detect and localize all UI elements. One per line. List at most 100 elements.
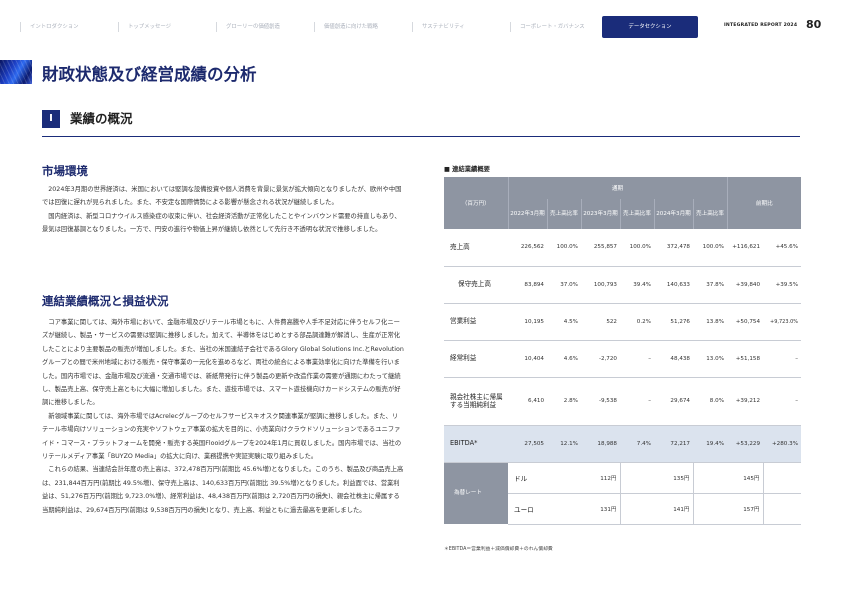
table-cell: 522 — [581, 303, 620, 341]
table-cell: 141円 — [619, 493, 693, 525]
currency-label: ドル — [508, 462, 547, 494]
table-cell: 37.8% — [693, 266, 728, 304]
table-cell: 372,478 — [654, 229, 693, 267]
page-title: 財政状態及び経営成績の分析 — [42, 65, 257, 84]
market-paragraph: 2024年3月期の世界経済は、米国においては堅調な設備投資や個人消費を背景に景気… — [42, 186, 402, 207]
table-cell: -9,538 — [581, 377, 620, 426]
section-title: 業績の概況 — [70, 111, 133, 126]
row-label: 営業利益 — [444, 303, 508, 341]
table-cell: 10,404 — [508, 340, 547, 378]
section-divider — [42, 136, 800, 137]
nav-tab-top-message[interactable]: トップメッセージ — [118, 16, 214, 38]
table-cell: 51,276 — [654, 303, 693, 341]
title-decoration-image — [0, 60, 32, 84]
table-row: 保守売上高 83,894 37.0% 100,793 39.4% 140,633… — [444, 266, 802, 304]
table-cell: 131円 — [547, 493, 620, 525]
table-cell: +50,754 — [727, 303, 764, 341]
consolidated-heading: 連結業績概況と損益状況 — [42, 294, 169, 308]
table-cell: +9,723.0% — [763, 303, 802, 341]
section-number-badge: I — [42, 110, 60, 128]
consolidated-paragraph: 新領域事業に関しては、海外市場ではAcrelecグループのセルフサービスキオスク… — [42, 412, 402, 461]
period-header: 通期 — [507, 177, 728, 199]
table-cell: 140,633 — [654, 266, 693, 304]
nav-tab-strategy[interactable]: 価値創造に向けた戦略 — [314, 16, 410, 38]
column-header-year: 2022年3月期 — [507, 199, 547, 229]
table-cell: 100.0% — [693, 229, 728, 267]
table-cell: 37.0% — [547, 266, 581, 304]
table-cell: -2,720 — [581, 340, 620, 378]
table-cell: +45.6% — [763, 229, 802, 267]
section-nav: イントロダクション トップメッセージ グローリーの価値創造 価値創造に向けた戦略… — [20, 16, 700, 38]
nav-tab-governance[interactable]: コーポレート・ガバナンス — [510, 16, 606, 38]
yoy-header: 前期比 — [726, 177, 802, 229]
table-cell: – — [763, 377, 802, 426]
table-cell: 2.8% — [547, 377, 581, 426]
unit-label: （百万円） — [444, 177, 508, 229]
table-row: 親会社株主に帰属する当期純利益 6,410 2.8% -9,538 – 29,6… — [444, 377, 802, 426]
page-number: 80 — [806, 18, 822, 31]
table-cell: 4.6% — [547, 340, 581, 378]
table-cell: 255,857 — [581, 229, 620, 267]
column-header-ratio: 売上高比率 — [619, 199, 654, 229]
table-cell: +39,212 — [727, 377, 764, 426]
nav-tab-value-creation[interactable]: グローリーの価値創造 — [216, 16, 312, 38]
table-cell: 100,793 — [581, 266, 620, 304]
table-cell: 112円 — [547, 462, 620, 494]
table-cell: +116,621 — [727, 229, 764, 267]
market-heading: 市場環境 — [42, 164, 88, 178]
table-cell: 19.4% — [693, 425, 728, 463]
table-row: 営業利益 10,195 4.5% 522 0.2% 51,276 13.8% +… — [444, 303, 802, 341]
row-label: 親会社株主に帰属する当期純利益 — [444, 377, 508, 426]
table-cell: 157円 — [692, 493, 764, 525]
table-cell: 13.0% — [693, 340, 728, 378]
table-row: 売上高 226,562 100.0% 255,857 100.0% 372,47… — [444, 229, 802, 267]
exchange-rate-label: 為替レート — [444, 462, 508, 524]
row-label: 経常利益 — [444, 340, 508, 378]
currency-label: ユーロ — [508, 493, 547, 525]
table-cell: 18,988 — [581, 425, 620, 463]
table-cell: 8.0% — [693, 377, 728, 426]
empty-cell — [762, 493, 802, 525]
row-label: 売上高 — [444, 229, 508, 267]
table-cell: 100.0% — [620, 229, 654, 267]
table-cell: +39.5% — [763, 266, 802, 304]
table-cell: 29,674 — [654, 377, 693, 426]
column-header-year: 2023年3月期 — [580, 199, 620, 229]
column-header-ratio: 売上高比率 — [546, 199, 581, 229]
column-header-year: 2024年3月期 — [653, 199, 693, 229]
exchange-rate-row: 為替レート ドル 112円 135円 145円 — [444, 462, 802, 524]
table-row-highlight: EBITDA* 27,505 12.1% 18,988 7.4% 72,217 … — [444, 425, 802, 463]
consolidated-paragraph: コア事業に関しては、海外市場において、金融市場及びリテール市場ともに、人件費高騰… — [42, 319, 404, 407]
table-cell: 145円 — [692, 462, 764, 494]
table-cell: 4.5% — [547, 303, 581, 341]
column-header-ratio: 売上高比率 — [692, 199, 728, 229]
table-cell: – — [620, 377, 654, 426]
report-label: INTEGRATED REPORT 2024 — [724, 23, 798, 28]
nav-tab-introduction[interactable]: イントロダクション — [20, 16, 116, 38]
market-paragraph: 国内経済は、新型コロナウイルス感染症の収束に伴い、社会経済活動が正常化したことや… — [42, 212, 401, 234]
nav-tab-data-section[interactable]: データセクション — [602, 16, 698, 38]
table-cell: 100.0% — [547, 229, 581, 267]
table-cell: 83,894 — [508, 266, 547, 304]
table-cell: 72,217 — [654, 425, 693, 463]
table-cell: 27,505 — [508, 425, 547, 463]
table-cell: 13.8% — [693, 303, 728, 341]
empty-cell — [762, 462, 802, 494]
table-cell: 10,195 — [508, 303, 547, 341]
table-cell: +53,229 — [727, 425, 764, 463]
performance-table: （百万円） 通期 前期比 2022年3月期 売上高比率 2023年3月期 売上高… — [444, 177, 802, 525]
table-cell: – — [763, 340, 802, 378]
table-cell: 48,438 — [654, 340, 693, 378]
table-row: 経常利益 10,404 4.6% -2,720 – 48,438 13.0% +… — [444, 340, 802, 378]
row-label: EBITDA* — [444, 425, 508, 463]
market-text: 2024年3月期の世界経済は、米国においては堅調な設備投資や個人消費を背景に景気… — [42, 183, 404, 237]
table-cell: +280.3% — [763, 425, 802, 463]
row-label: 保守売上高 — [444, 266, 508, 304]
table-cell: 12.1% — [547, 425, 581, 463]
nav-tab-sustainability[interactable]: サステナビリティ — [412, 16, 508, 38]
table-cell: 7.4% — [620, 425, 654, 463]
exchange-rate-row: ユーロ 131円 141円 157円 — [444, 493, 802, 525]
table-cell: 226,562 — [508, 229, 547, 267]
table-footnote: ＊EBITDA＝営業利益＋減価償却費＋のれん償却費 — [444, 547, 553, 552]
table-cell: +51,158 — [727, 340, 764, 378]
